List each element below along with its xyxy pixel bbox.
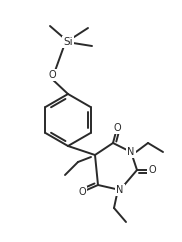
Text: O: O (113, 123, 121, 133)
Text: Si: Si (63, 37, 73, 47)
Text: N: N (116, 185, 124, 195)
Text: O: O (78, 187, 86, 197)
Text: N: N (127, 147, 135, 157)
Text: O: O (148, 165, 156, 175)
Text: O: O (48, 70, 56, 80)
